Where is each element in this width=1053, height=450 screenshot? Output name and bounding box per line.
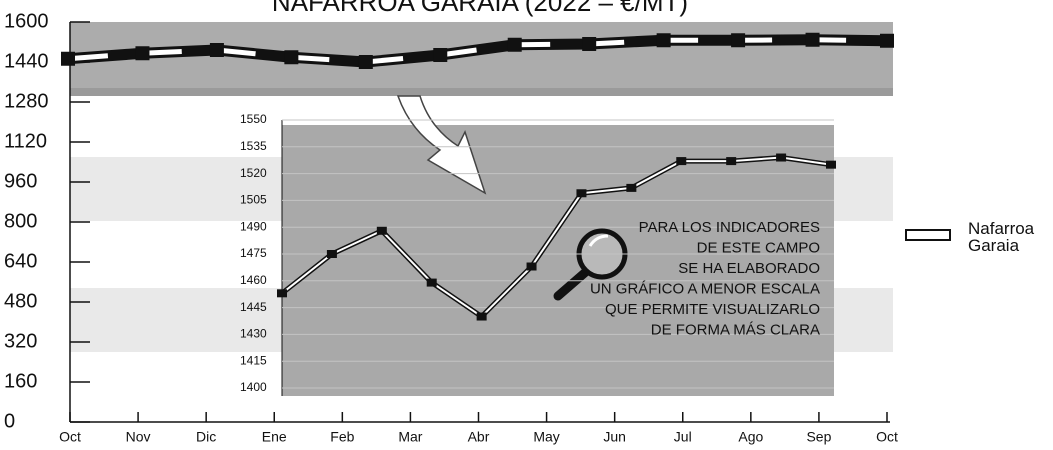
annotation: UN GRÁFICO A MENOR ESCALA xyxy=(590,280,820,297)
x-tick-label: Abr xyxy=(468,429,490,445)
marker xyxy=(880,33,894,48)
x-tick-label: Nov xyxy=(126,429,151,445)
inset-marker xyxy=(476,312,487,321)
marker xyxy=(135,46,150,61)
annotation: DE ESTE CAMPO xyxy=(697,239,820,256)
x-tick-label: Jun xyxy=(603,429,626,445)
x-tick-label: May xyxy=(533,429,559,445)
y-tick-label: 1600 xyxy=(4,10,49,32)
inset-marker xyxy=(526,262,537,271)
annotation: SE HA ELABORADO xyxy=(678,260,820,277)
inset-y-tick-label: 1415 xyxy=(240,353,267,367)
marker xyxy=(209,43,224,57)
inset-marker xyxy=(576,189,587,198)
inset-y-tick-label: 1505 xyxy=(240,193,267,207)
inset-marker xyxy=(776,153,787,162)
inset-y-tick-label: 1550 xyxy=(240,112,267,126)
inset-marker xyxy=(376,226,387,235)
annotation: QUE PERMITE VISUALIZARLO xyxy=(605,301,820,318)
y-tick-label: 160 xyxy=(4,370,37,392)
inset-y-tick-label: 1520 xyxy=(240,166,267,180)
inset-marker xyxy=(326,250,337,258)
y-tick-label: 480 xyxy=(4,290,37,312)
inset-y-tick-label: 1445 xyxy=(240,300,267,314)
marker xyxy=(433,48,448,62)
y-tick-label: 320 xyxy=(4,330,37,352)
chart-title: NAFARROA GARAIA (2022 – €/MT) xyxy=(272,0,688,17)
line xyxy=(67,37,888,65)
x-tick-label: Feb xyxy=(330,429,354,445)
y-tick-label: 800 xyxy=(4,210,37,232)
inset-y-tick-label: 1400 xyxy=(240,380,267,394)
inset-marker xyxy=(676,157,687,166)
inset-marker xyxy=(277,289,287,298)
inset-marker xyxy=(726,157,737,166)
inset-panel xyxy=(282,125,834,396)
inset-marker xyxy=(826,160,836,169)
top-band-shadow xyxy=(70,88,893,96)
marker xyxy=(656,33,671,48)
legend-swatch xyxy=(905,229,951,241)
y-tick-label: 1120 xyxy=(4,130,47,152)
y-tick-label: 1440 xyxy=(4,50,49,72)
inset-y-tick-label: 1535 xyxy=(240,139,267,153)
marker xyxy=(358,55,373,69)
magnifier-glint xyxy=(588,234,609,247)
marker xyxy=(805,32,820,47)
x-tick-label: Oct xyxy=(876,429,898,445)
magnifier-handle xyxy=(553,265,593,301)
marker xyxy=(507,37,522,52)
x-tick-label: Mar xyxy=(398,429,422,445)
x-tick-label: Oct xyxy=(59,429,81,445)
y-tick-label: 1280 xyxy=(4,90,49,112)
inset-marker xyxy=(426,278,437,287)
marker xyxy=(61,51,75,66)
x-tick-label: Jul xyxy=(674,429,692,445)
annotation: DE FORMA MÁS CLARA xyxy=(651,321,820,338)
top-band xyxy=(70,22,893,90)
inset-y-tick-label: 1460 xyxy=(240,273,267,287)
y-tick-label: 0 xyxy=(4,410,15,432)
x-tick-label: Dic xyxy=(196,429,216,445)
marker xyxy=(731,33,746,48)
inset-marker xyxy=(626,183,637,192)
x-tick-label: Ago xyxy=(738,429,763,445)
legend-label: Nafarroa Garaia xyxy=(968,219,1035,255)
x-tick-label: Ene xyxy=(262,429,287,445)
x-tick-label: Sep xyxy=(806,429,831,445)
inset-line xyxy=(281,156,832,318)
inset-y-tick-label: 1430 xyxy=(240,327,267,341)
inset-y-tick-label: 1490 xyxy=(240,219,267,233)
y-tick-label: 960 xyxy=(4,170,37,192)
y-tick-label: 640 xyxy=(4,250,37,272)
inset-y-tick-label: 1475 xyxy=(240,246,267,260)
marker xyxy=(582,37,597,51)
annotation: PARA LOS INDICADORES xyxy=(639,219,820,236)
marker xyxy=(284,50,299,65)
